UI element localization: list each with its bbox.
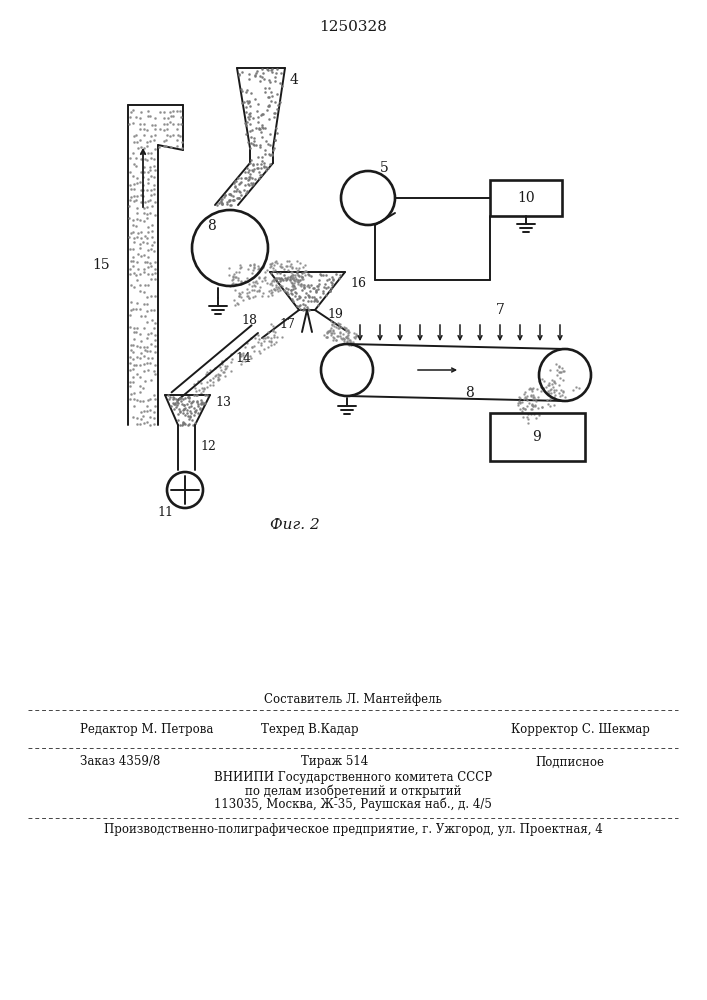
Text: 113035, Москва, Ж-35, Раушская наб., д. 4/5: 113035, Москва, Ж-35, Раушская наб., д. … — [214, 797, 492, 811]
Text: 10: 10 — [518, 191, 534, 205]
Text: Заказ 4359/8: Заказ 4359/8 — [80, 756, 160, 768]
Text: Тираж 514: Тираж 514 — [301, 756, 368, 768]
Text: Составитель Л. Мантейфель: Составитель Л. Мантейфель — [264, 694, 442, 706]
Text: 13: 13 — [215, 396, 231, 410]
Text: 9: 9 — [532, 430, 542, 444]
Text: 19: 19 — [327, 308, 343, 322]
Text: 8: 8 — [208, 219, 216, 233]
Text: ВНИИПИ Государственного комитета СССР: ВНИИПИ Государственного комитета СССР — [214, 772, 492, 784]
Text: 7: 7 — [496, 303, 504, 317]
Text: 18: 18 — [241, 314, 257, 326]
Text: 11: 11 — [157, 506, 173, 520]
Bar — [490, 180, 562, 216]
Text: 14: 14 — [235, 352, 251, 364]
Text: Фиг. 2: Фиг. 2 — [270, 518, 320, 532]
Text: по делам изобретений и открытий: по делам изобретений и открытий — [245, 784, 461, 798]
Text: 17: 17 — [279, 318, 295, 332]
Text: 12: 12 — [200, 440, 216, 454]
Text: Техред В.Кадар: Техред В.Кадар — [261, 724, 359, 736]
Text: Подписное: Подписное — [535, 756, 604, 768]
Text: 16: 16 — [350, 277, 366, 290]
Text: Корректор С. Шекмар: Корректор С. Шекмар — [510, 724, 650, 736]
Bar — [490, 413, 585, 461]
Text: 5: 5 — [380, 161, 389, 175]
Text: 1250328: 1250328 — [319, 20, 387, 34]
Text: Редактор М. Петрова: Редактор М. Петрова — [80, 724, 214, 736]
Text: Производственно-полиграфическое предприятие, г. Ужгород, ул. Проектная, 4: Производственно-полиграфическое предприя… — [104, 824, 602, 836]
Text: 8: 8 — [466, 386, 474, 400]
Text: 4: 4 — [290, 73, 299, 87]
Text: 15: 15 — [93, 258, 110, 272]
